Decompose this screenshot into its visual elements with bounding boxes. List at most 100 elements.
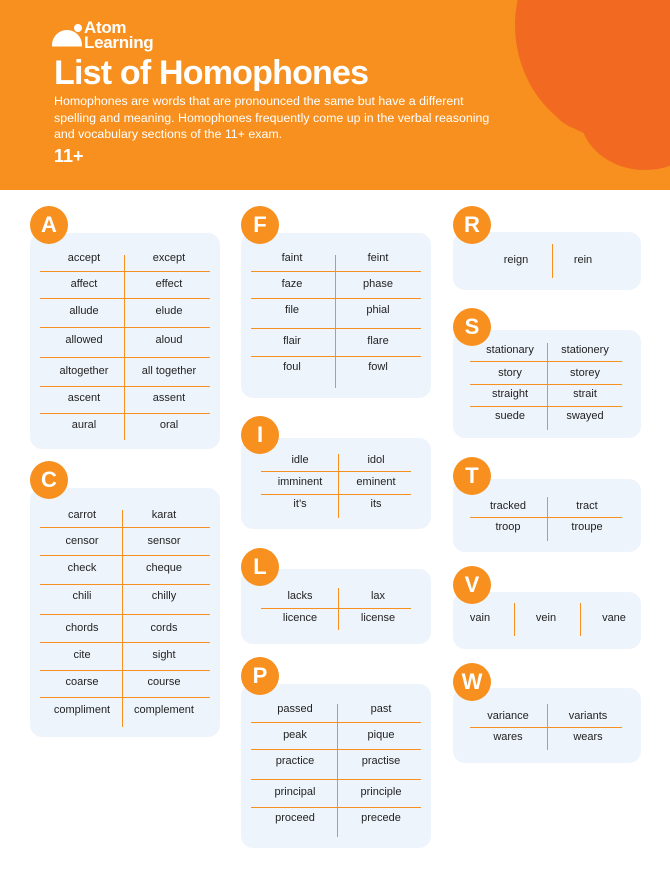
homophone-word: allowed <box>65 334 103 346</box>
homophone-word: wares <box>493 731 523 743</box>
logo-line-2: Learning <box>84 33 154 52</box>
column-divider <box>514 603 515 636</box>
decorative-blob <box>545 40 625 130</box>
homophone-word: fowl <box>368 361 388 373</box>
homophone-word: suede <box>495 410 525 422</box>
letter-badge-a: A <box>30 206 68 244</box>
letter-badge-l: L <box>241 548 279 586</box>
homophone-word: altogether <box>59 365 109 377</box>
homophone-word: chords <box>65 622 99 634</box>
row-divider <box>261 608 411 609</box>
row-divider <box>40 614 210 615</box>
row-divider <box>470 727 622 728</box>
row-divider <box>251 356 421 357</box>
homophone-word: except <box>152 252 186 264</box>
homophone-word: stationery <box>561 344 609 356</box>
row-divider <box>470 384 622 385</box>
homophone-word: accept <box>67 252 101 264</box>
homophone-word: rein <box>573 254 593 266</box>
homophone-word: license <box>360 612 396 624</box>
homophone-word: course <box>147 676 181 688</box>
homophone-word: assent <box>152 392 186 404</box>
homophone-word: file <box>284 304 300 316</box>
row-divider <box>251 271 421 272</box>
column-divider <box>547 343 548 430</box>
homophone-word: practise <box>361 755 401 767</box>
homophone-word: idle <box>291 454 309 466</box>
row-divider <box>40 327 210 328</box>
homophone-word: lacks <box>287 590 313 602</box>
row-divider <box>251 749 421 750</box>
homophone-word: pique <box>367 729 395 741</box>
intro-text: Homophones are words that are pronounced… <box>54 94 490 141</box>
column-divider <box>547 704 548 750</box>
row-divider <box>470 361 622 362</box>
row-divider <box>40 670 210 671</box>
letter-badge-w: W <box>453 663 491 701</box>
section-card-l <box>241 569 431 644</box>
homophone-word: cheque <box>145 562 183 574</box>
homophone-word: cite <box>73 649 91 661</box>
homophone-word: flare <box>367 335 389 347</box>
homophone-word: flair <box>283 335 301 347</box>
homophone-word: tracked <box>489 500 527 512</box>
homophone-word: vein <box>535 612 557 624</box>
homophone-word: reign <box>503 254 529 266</box>
homophone-word: story <box>498 367 522 379</box>
homophone-word: chili <box>72 590 92 602</box>
section-card-p <box>241 684 431 848</box>
column-divider <box>552 244 553 278</box>
homophone-word: storey <box>570 367 600 379</box>
homophone-word: past <box>370 703 392 715</box>
row-divider <box>251 807 421 808</box>
homophone-word: eminent <box>356 476 396 488</box>
homophone-word: sight <box>152 649 176 661</box>
homophone-word: cords <box>150 622 178 634</box>
homophone-word: elude <box>155 305 183 317</box>
row-divider <box>261 471 411 472</box>
column-divider <box>335 255 336 388</box>
row-divider <box>40 697 210 698</box>
homophone-word: idol <box>367 454 385 466</box>
homophone-word: variance <box>487 710 529 722</box>
row-divider <box>251 298 421 299</box>
row-divider <box>251 328 421 329</box>
column-divider <box>547 497 548 541</box>
homophone-word: strait <box>573 388 597 400</box>
row-divider <box>40 386 210 387</box>
letter-badge-r: R <box>453 206 491 244</box>
row-divider <box>261 494 411 495</box>
letter-badge-c: C <box>30 461 68 499</box>
homophone-word: faze <box>281 278 303 290</box>
row-divider <box>40 357 210 358</box>
section-card-c <box>30 488 220 737</box>
homophone-word: compliment <box>53 704 111 716</box>
grade-label: 11+ <box>54 146 84 166</box>
homophone-word: troop <box>495 521 521 533</box>
column-divider <box>124 255 125 440</box>
row-divider <box>40 271 210 272</box>
homophone-word: check <box>67 562 97 574</box>
homophone-word: affect <box>70 278 98 290</box>
homophone-word: carrot <box>67 509 97 521</box>
homophone-word: principle <box>360 786 402 798</box>
homophone-word: ascent <box>67 392 101 404</box>
homophone-word: all together <box>141 365 197 377</box>
homophone-word: coarse <box>65 676 99 688</box>
column-divider <box>580 603 581 636</box>
homophone-word: swayed <box>566 410 604 422</box>
row-divider <box>470 517 622 518</box>
row-divider <box>40 413 210 414</box>
homophone-word: straight <box>491 388 529 400</box>
column-divider <box>338 454 339 518</box>
page-title: List of Homophones <box>54 54 369 92</box>
logo-text: Atom Learning <box>84 19 154 52</box>
header-banner: Atom Learning List of Homophones Homopho… <box>0 0 670 190</box>
letter-badge-i: I <box>241 416 279 454</box>
homophone-word: feint <box>367 252 389 264</box>
homophone-word: censor <box>65 535 99 547</box>
homophone-word: lax <box>370 590 386 602</box>
homophone-word: principal <box>274 786 316 798</box>
homophone-word: tract <box>576 500 598 512</box>
homophone-word: phase <box>363 278 393 290</box>
